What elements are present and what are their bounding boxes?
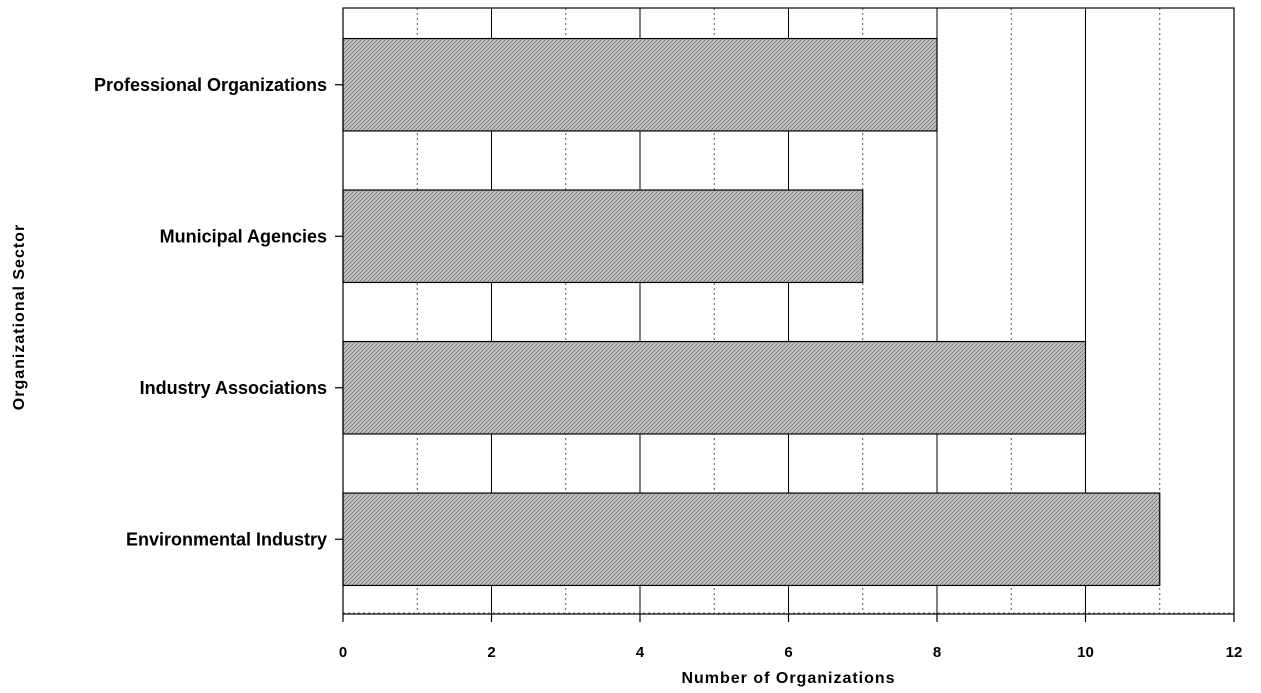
y-axis-ticks: Professional Organizations Municipal Agen… [94,75,343,549]
category-label: Municipal Agencies [160,226,327,246]
x-tick-label: 8 [933,644,941,661]
x-tick-label: 10 [1077,644,1094,661]
category-label: Environmental Industry [126,529,327,549]
category-label: Industry Associations [140,378,327,398]
x-tick-label: 4 [636,644,645,661]
x-tick-label: 0 [339,644,347,661]
x-tick-label: 6 [784,644,792,661]
bar-environmental-industry [342,492,1161,587]
x-axis-title: Number of Organizations [681,670,895,687]
x-tick-label: 12 [1226,644,1243,661]
bars [342,37,1161,587]
bar-municipal-agencies [342,189,864,284]
bar-industry-associations [342,340,1087,435]
bar-professional-organizations [342,37,938,132]
y-axis-title: Organizational Sector [11,224,28,410]
x-tick-label: 2 [487,644,495,661]
category-label: Professional Organizations [94,75,327,95]
x-axis-ticks: 0 2 4 6 8 10 12 [339,614,1243,661]
